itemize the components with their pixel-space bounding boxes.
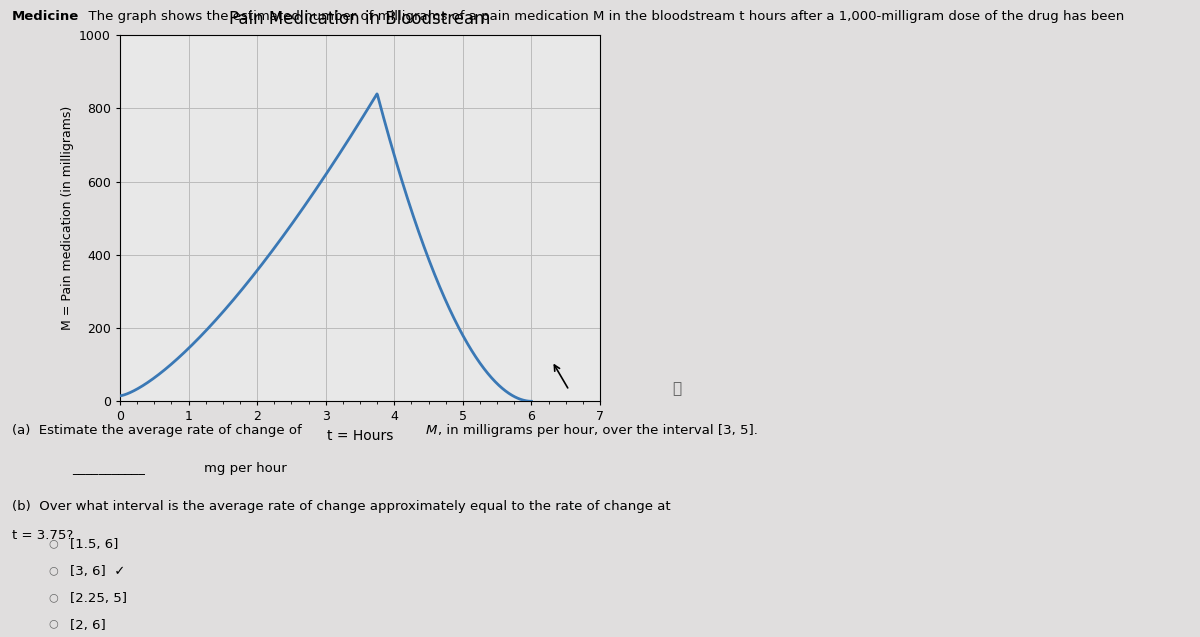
- Text: t = 3.75?: t = 3.75?: [12, 529, 73, 541]
- Text: ○: ○: [48, 619, 58, 629]
- Text: mg per hour: mg per hour: [204, 462, 287, 475]
- X-axis label: t = Hours: t = Hours: [326, 429, 394, 443]
- Text: ___________: ___________: [72, 462, 145, 475]
- Text: ○: ○: [48, 592, 58, 602]
- Text: ○: ○: [48, 538, 58, 548]
- Text: Medicine: Medicine: [12, 10, 79, 22]
- Text: (a)  Estimate the average rate of change of: (a) Estimate the average rate of change …: [12, 424, 306, 436]
- Text: The graph shows the estimated number of milligrams of a pain medication M in the: The graph shows the estimated number of …: [80, 10, 1124, 22]
- Text: (b)  Over what interval is the average rate of change approximately equal to the: (b) Over what interval is the average ra…: [12, 500, 674, 513]
- Title: Pain Medication in Bloodstream: Pain Medication in Bloodstream: [229, 10, 491, 28]
- Text: ○: ○: [48, 565, 58, 575]
- Text: [3, 6]  ✓: [3, 6] ✓: [70, 565, 125, 578]
- Text: [2.25, 5]: [2.25, 5]: [70, 592, 127, 605]
- Text: ⓘ: ⓘ: [672, 381, 682, 396]
- Y-axis label: M = Pain medication (in milligrams): M = Pain medication (in milligrams): [60, 106, 73, 331]
- Text: M: M: [426, 424, 437, 436]
- Text: [1.5, 6]: [1.5, 6]: [70, 538, 118, 551]
- Text: , in milligrams per hour, over the interval [3, 5].: , in milligrams per hour, over the inter…: [438, 424, 758, 436]
- Text: [2, 6]: [2, 6]: [70, 619, 106, 631]
